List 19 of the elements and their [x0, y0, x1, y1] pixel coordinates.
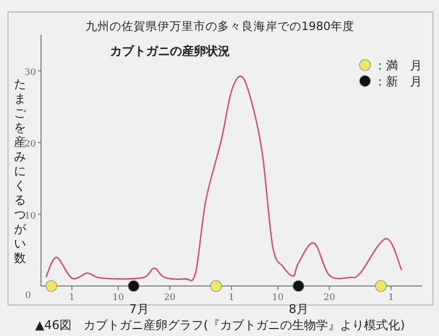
y-tick-label: 20	[24, 140, 36, 150]
legend-label: ：新 月	[374, 74, 422, 88]
x-tick-label: 10	[272, 293, 284, 303]
x-tick-label: 10	[112, 293, 124, 303]
text: たまごを産みにくるつがい数	[14, 77, 26, 265]
text: 7月	[129, 302, 149, 316]
x-tick-label: 1	[388, 293, 394, 303]
x-tick-label: 20	[324, 293, 336, 303]
x-tick-label: 1	[228, 293, 234, 303]
x-tick-label: 20	[164, 293, 176, 303]
y-tick-label: 30	[24, 68, 36, 78]
text: カブトガニの産卵状況	[110, 44, 230, 58]
x-tick-label: 1	[69, 293, 75, 303]
text: 8月	[288, 302, 308, 316]
legend-label: ：満 月	[374, 58, 422, 72]
y-tick-label: 10	[24, 211, 36, 222]
text: ▲46図 カブトガニ産卵グラフ(『カブトガニの生物学』より模式化)	[35, 318, 405, 332]
y-tick-label: 0	[25, 291, 32, 301]
chart-title: 九州の佐賀県伊万里市の多々良海岸での1980年度	[85, 19, 355, 33]
